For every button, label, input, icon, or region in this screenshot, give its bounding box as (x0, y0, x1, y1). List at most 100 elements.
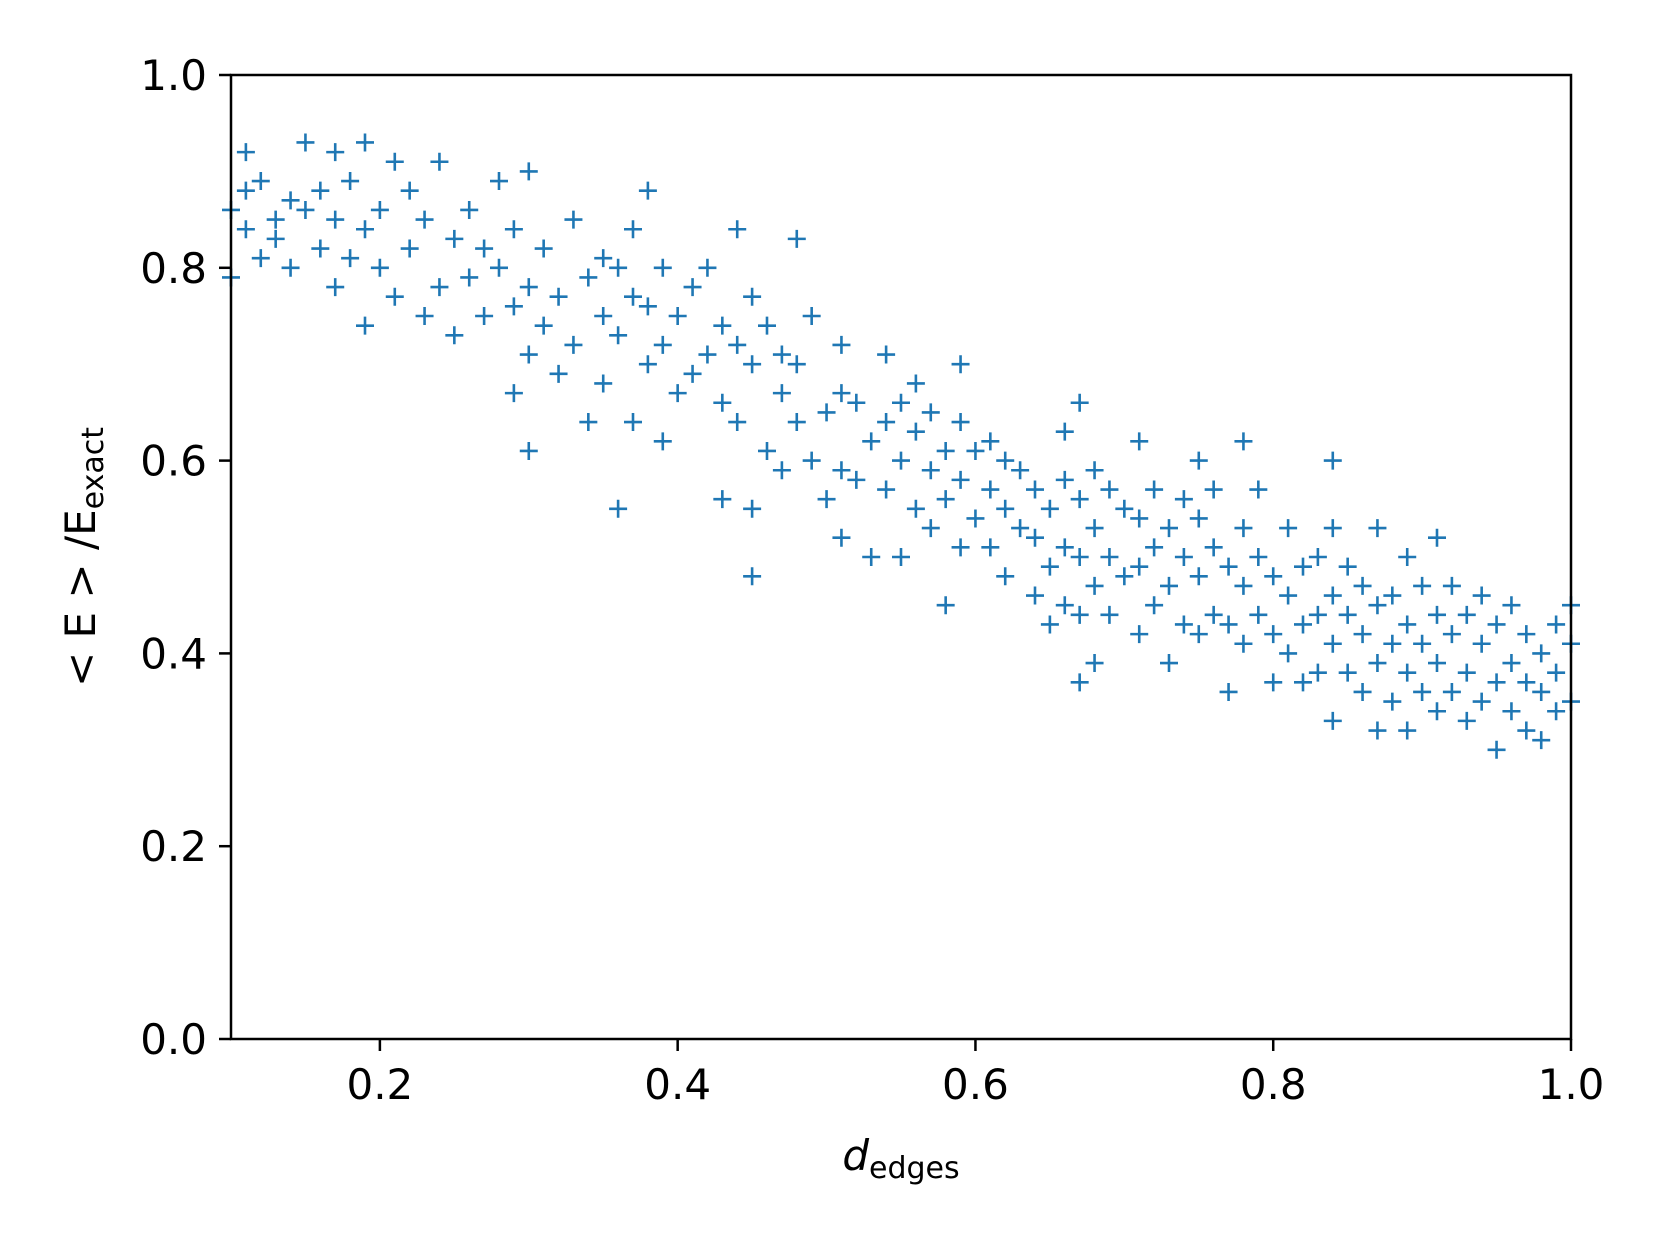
data-point (832, 335, 851, 354)
data-point (430, 278, 449, 297)
data-point (832, 461, 851, 480)
data-point (1502, 702, 1521, 721)
data-point (609, 499, 628, 518)
data-point (683, 364, 702, 383)
data-point (1308, 663, 1327, 682)
data-point (921, 461, 940, 480)
data-point (981, 538, 1000, 557)
data-point (1294, 673, 1312, 692)
y-axis-ticks: 0.0 0.2 0.4 0.6 0.8 1.0 (140, 51, 231, 1064)
data-point (1442, 576, 1461, 595)
data-point (817, 403, 836, 422)
data-point (1130, 557, 1149, 576)
data-point (1323, 586, 1342, 605)
data-point (638, 181, 657, 200)
data-point (1353, 576, 1372, 595)
data-point (906, 499, 925, 518)
data-point (832, 384, 851, 403)
data-point (1308, 548, 1327, 566)
data-point (266, 229, 285, 248)
data-point (772, 345, 791, 364)
data-point (490, 172, 508, 191)
x-tick-label: 0.2 (346, 1060, 413, 1109)
data-point (966, 509, 985, 528)
data-point (236, 143, 255, 162)
data-point (1160, 576, 1178, 595)
data-point (1204, 605, 1223, 624)
data-point (624, 413, 642, 432)
data-point (341, 249, 360, 268)
data-point (609, 326, 628, 345)
data-point (1040, 499, 1059, 518)
data-point (1100, 548, 1119, 566)
data-point (743, 355, 762, 374)
data-point (1100, 605, 1119, 624)
data-point (549, 287, 568, 306)
data-point (1145, 596, 1164, 615)
data-point (624, 287, 642, 306)
data-point (951, 413, 970, 432)
data-point (1174, 615, 1193, 634)
y-tick-label: 0.2 (140, 822, 207, 871)
data-point (1398, 721, 1417, 740)
data-point (1174, 548, 1193, 566)
data-point (609, 258, 628, 277)
data-point (1115, 567, 1134, 586)
data-point (1279, 644, 1298, 663)
y-tick-label: 0.0 (140, 1015, 207, 1064)
data-point (653, 258, 672, 277)
data-point (877, 345, 896, 364)
data-point (1249, 548, 1268, 566)
data-point (713, 316, 732, 335)
data-point (772, 384, 791, 403)
x-tick-label: 0.4 (644, 1060, 711, 1109)
data-point (1234, 432, 1253, 451)
data-point (385, 287, 404, 306)
data-point (1294, 615, 1312, 634)
x-tick-label: 0.6 (942, 1060, 1009, 1109)
data-point (1085, 654, 1104, 673)
data-point (266, 210, 285, 229)
data-point (1189, 567, 1208, 586)
x-axis-ticks: 0.2 0.4 0.6 0.8 1.0 (346, 1039, 1604, 1109)
data-point (1353, 682, 1372, 701)
data-point (1323, 451, 1342, 470)
data-point (653, 432, 672, 451)
data-point (504, 220, 523, 239)
data-point (951, 470, 970, 489)
data-point (534, 316, 553, 335)
data-point (668, 384, 687, 403)
data-point (1502, 654, 1521, 673)
data-point (1160, 519, 1178, 538)
data-point (1547, 615, 1566, 634)
data-point (1026, 586, 1044, 605)
data-point (1368, 721, 1387, 740)
data-point (698, 345, 717, 364)
data-point (326, 278, 345, 297)
x-tick-label: 0.8 (1240, 1060, 1307, 1109)
data-point (653, 335, 672, 354)
data-point (1145, 538, 1164, 557)
data-point (683, 278, 702, 297)
data-point (996, 499, 1015, 518)
data-point (921, 403, 940, 422)
data-point (1487, 740, 1506, 759)
data-point (356, 220, 374, 239)
data-point (1323, 519, 1342, 538)
data-point (1085, 519, 1104, 538)
data-point (594, 374, 613, 393)
data-point (1219, 682, 1238, 701)
data-point (1264, 625, 1283, 644)
data-point (1547, 702, 1566, 721)
data-point (1070, 490, 1089, 509)
data-point (1026, 480, 1044, 499)
data-point (996, 451, 1015, 470)
data-point (519, 345, 538, 364)
data-point (832, 528, 851, 547)
data-point (758, 441, 776, 460)
data-point (921, 519, 940, 538)
data-points (222, 133, 1580, 759)
data-point (1353, 625, 1372, 644)
data-point (1338, 663, 1357, 682)
